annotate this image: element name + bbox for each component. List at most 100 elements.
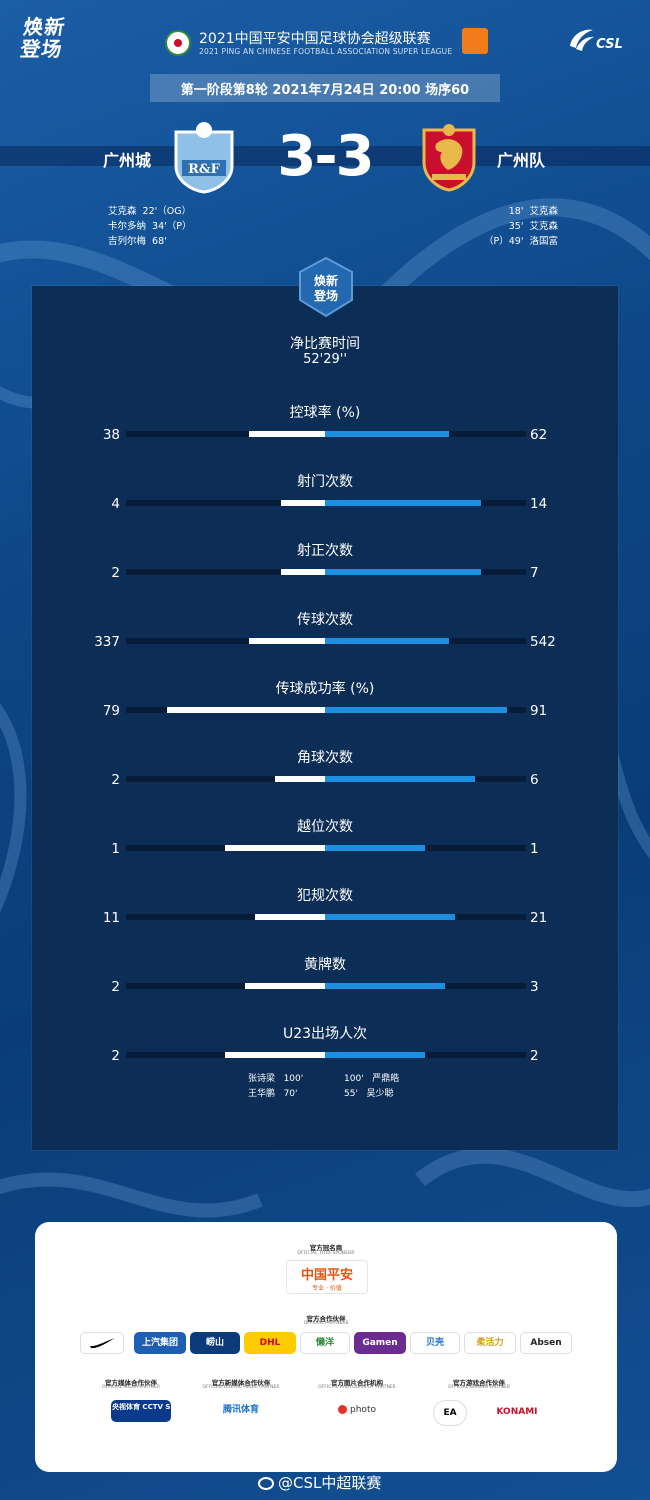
stat-home-value: 79 [102, 703, 120, 719]
photo-logo: photo [327, 1400, 387, 1422]
stat-away-value: 3 [530, 979, 539, 995]
stat-home-bar [225, 1052, 325, 1058]
stat-home-value: 2 [111, 772, 120, 788]
csl-text: CSL [596, 37, 623, 52]
cctv-sports-logo: 央视体育 CCTV SPORTS [111, 1400, 171, 1422]
stat-away-value: 62 [530, 427, 548, 443]
stat-home-bar [167, 707, 325, 713]
stat-away-bar [325, 569, 481, 575]
league-title: 2021中国平安中国足球协会超级联赛 [199, 31, 431, 47]
stat-home-value: 337 [94, 634, 120, 650]
stat-away-value: 542 [530, 634, 556, 650]
stat-home-bar [249, 638, 325, 644]
stat-label: 传球成功率 (%) [275, 681, 375, 697]
league-header: 2021中国平安中国足球协会超级联赛 2021 PING AN CHINESE … [165, 26, 490, 60]
stat-label: 角球次数 [297, 750, 353, 766]
stat-label: 黄牌数 [304, 957, 346, 973]
stat-label: U23出场人次 [282, 1026, 368, 1042]
title-sponsor-caption: 官方冠名商 [309, 1244, 343, 1252]
partners-caption-en: OFFICIAL PARTNERS [303, 1321, 349, 1326]
stat-home-bar [281, 569, 325, 575]
stat-away-bar [325, 638, 449, 644]
stat-home-bar [275, 776, 325, 782]
stat-label: 射门次数 [297, 474, 353, 490]
stat-away-bar [325, 500, 481, 506]
net-time-value: 52'29'' [303, 352, 347, 367]
u23-away-player: 100' 严鼎皓 [344, 1074, 400, 1084]
round-info: 第一阶段第8轮 2021年7月24日 20:00 场序60 [180, 83, 470, 98]
ea-logo: EA [433, 1400, 467, 1426]
net-time-label: 净比赛时间 [290, 336, 360, 352]
stat-label: 越位次数 [297, 819, 353, 835]
stat-away-bar [325, 776, 475, 782]
u23-away-player: 55' 吴少聪 [344, 1089, 394, 1099]
home-scorer: 艾克森 22'（OG） [108, 206, 192, 217]
stat-home-value: 2 [111, 979, 120, 995]
nike-logo [80, 1332, 124, 1354]
stat-home-bar [249, 431, 325, 437]
away-team-crest-icon [422, 124, 476, 192]
u23-home-list: 张诗梁 100' 王华鹏 70' [248, 1072, 303, 1102]
stat-home-value: 4 [111, 496, 120, 512]
photo-caption: 官方图片合作机构 [331, 1379, 383, 1387]
away-scorer: 18' 艾克森 [508, 206, 558, 217]
stat-home-bar [245, 983, 325, 989]
pingan-logo-text: 中国平安 [300, 1268, 353, 1283]
weibo-handle: @CSL中超联赛 [258, 1472, 381, 1493]
weibo-icon [258, 1477, 274, 1490]
media-caption: 官方媒体合作伙伴 [105, 1379, 157, 1387]
stat-label: 控球率 (%) [289, 405, 361, 421]
stat-away-bar [325, 1052, 425, 1058]
stat-home-bar [255, 914, 325, 920]
sponsor-box: 官方冠名商 OFFICIAL TITLE SPONSOR 中国平安 专业 · 价… [35, 1222, 617, 1472]
stat-away-bar [325, 983, 445, 989]
home-crest-text: R&F [188, 162, 221, 177]
stat-away-value: 21 [530, 910, 548, 926]
stat-away-value: 1 [530, 841, 539, 857]
digital-media-caption: 官方新媒体合作伙伴 [211, 1379, 271, 1387]
tencent-sports-logo: 腾讯体育 [222, 1405, 259, 1415]
konami-logo: KONAMI [496, 1407, 538, 1417]
u23-away-list: 100' 严鼎皓 55' 吴少聪 [344, 1072, 399, 1102]
stat-home-bar [281, 500, 325, 506]
panel-brand-logo: 焕新 登场 [299, 256, 353, 318]
dhl-logo: DHL [244, 1332, 296, 1354]
svg-text:登场: 登场 [313, 288, 338, 303]
home-team-crest-icon: R&F [174, 122, 234, 194]
stat-home-value: 38 [102, 427, 120, 443]
stats-panel [32, 286, 618, 1150]
stat-away-value: 6 [530, 772, 539, 788]
home-scorers: 艾克森 22'（OG） 卡尔多纳 34'（P） 吉列尔梅 68' [108, 204, 191, 249]
laoshan-logo: 崂山 [190, 1332, 240, 1354]
stat-home-value: 2 [111, 565, 120, 581]
stat-home-bar [225, 845, 325, 851]
stat-label: 射正次数 [297, 543, 353, 559]
pingan-logo: 中国平安 专业 · 价值 [286, 1260, 368, 1294]
media-caption-en: OFFICIAL MEDIA PARTNER [102, 1385, 160, 1390]
photo-caption-en: OFFICIAL PHOTOGRAPHY PARTNER [318, 1385, 396, 1390]
digital-media-caption-en: OFFICIAL DIGITAL MEDIA PARTNER [202, 1385, 280, 1390]
absen-logo: Absen [520, 1332, 572, 1354]
stat-home-value: 1 [111, 841, 120, 857]
stat-away-bar [325, 707, 507, 713]
cfa-emblem-icon [165, 30, 191, 56]
away-scorer: （P）49' 洛国富 [484, 236, 558, 247]
beike-logo: 贝壳 [410, 1332, 460, 1354]
svg-text:焕新: 焕新 [314, 273, 338, 288]
away-scorer: 35' 艾克森 [508, 221, 558, 232]
stat-away-value: 7 [530, 565, 539, 581]
stat-home-value: 11 [102, 910, 120, 926]
u23-home-player: 张诗梁 100' [248, 1074, 304, 1084]
away-team-name: 广州队 [497, 151, 546, 170]
photo-logo-text: photo [350, 1405, 376, 1415]
rouhuoli-logo: 柔活力 [464, 1332, 516, 1354]
stat-label: 传球次数 [297, 612, 353, 628]
csl-swoosh-icon [570, 29, 594, 51]
pingan-badge-icon [462, 28, 488, 54]
u23-home-player: 王华鹏 70' [248, 1089, 298, 1099]
league-subtitle: 2021 PING AN CHINESE FOOTBALL ASSOCIATIO… [199, 47, 453, 56]
weibo-handle-text: @CSL中超联赛 [278, 1474, 382, 1492]
home-scorer: 卡尔多纳 34'（P） [108, 221, 192, 232]
stat-label: 犯规次数 [297, 888, 353, 904]
lanyang-logo: 懒洋 [300, 1332, 350, 1354]
